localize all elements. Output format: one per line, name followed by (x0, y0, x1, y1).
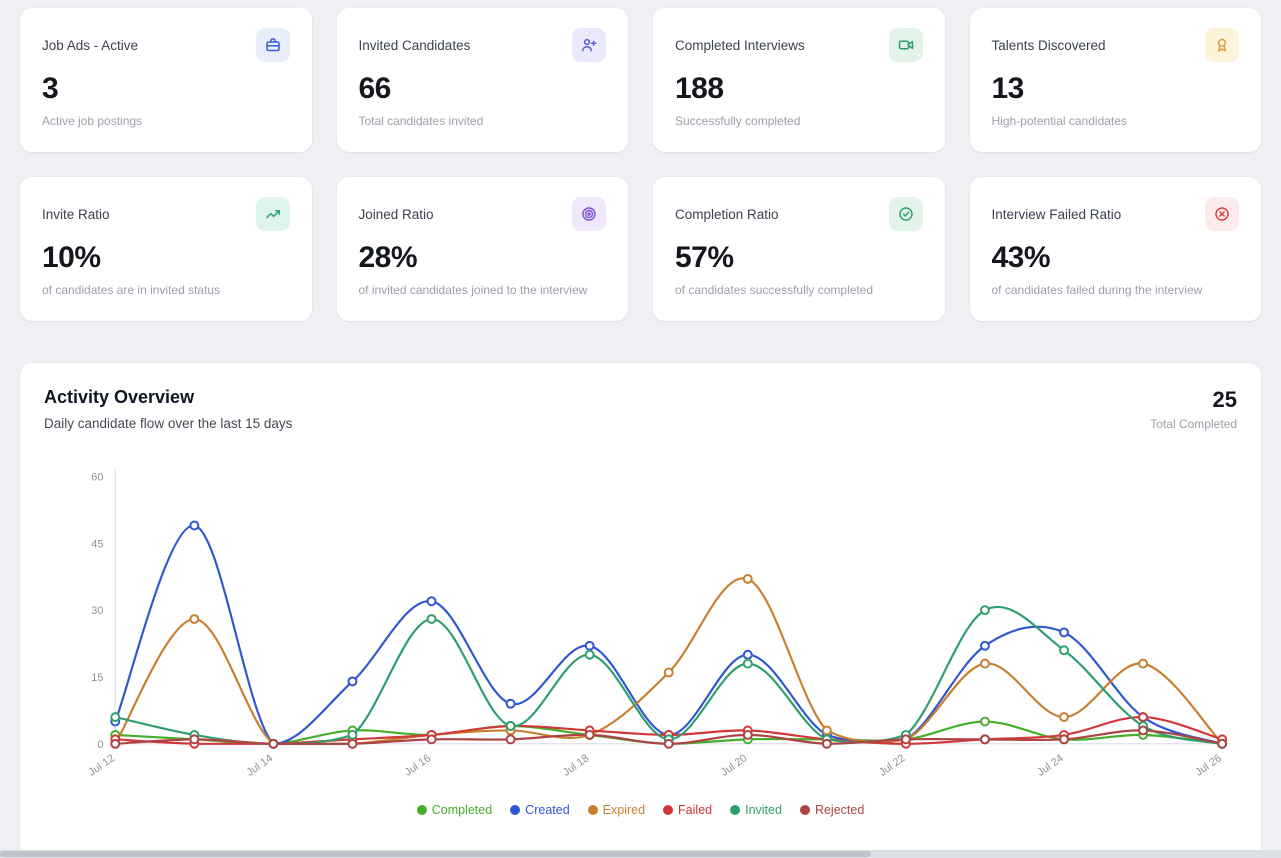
stat-value: 28% (358, 241, 418, 274)
svg-text:Jul 22: Jul 22 (877, 752, 908, 778)
legend-item-failed[interactable]: Failed (663, 803, 712, 817)
svg-text:Jul 20: Jul 20 (719, 752, 750, 778)
stat-subtitle: Total candidates invited (358, 114, 484, 128)
svg-text:15: 15 (91, 672, 103, 684)
activity-total-label: Total Completed (1150, 417, 1237, 431)
stat-title: Invited Candidates (358, 37, 471, 53)
stats-row-ratios: Invite Ratio 10% of candidates are in in… (20, 177, 1261, 321)
stat-value: 3 (42, 72, 59, 105)
svg-text:45: 45 (91, 538, 103, 550)
svg-text:60: 60 (91, 471, 103, 483)
target-icon (572, 197, 606, 231)
stat-card-completion-ratio: Completion Ratio 57% of candidates succe… (653, 177, 945, 321)
stat-title: Job Ads - Active (42, 37, 139, 53)
svg-text:Jul 26: Jul 26 (1193, 752, 1224, 778)
stat-value: 188 (675, 72, 724, 105)
svg-text:Jul 14: Jul 14 (244, 752, 275, 778)
legend-item-rejected[interactable]: Rejected (799, 803, 865, 817)
stat-value: 43% (991, 241, 1051, 274)
stat-card-interview-failed-ratio: Interview Failed Ratio 43% of candidates… (969, 177, 1261, 321)
activity-header-text: Activity Overview Daily candidate flow o… (44, 387, 292, 431)
stat-title: Interview Failed Ratio (991, 206, 1122, 222)
stat-subtitle: of candidates are in invited status (42, 283, 221, 297)
activity-overview-card: Activity Overview Daily candidate flow o… (20, 363, 1261, 858)
stat-subtitle: of candidates failed during the intervie… (991, 283, 1203, 297)
stat-subtitle: High-potential candidates (991, 114, 1127, 128)
stat-title: Talents Discovered (991, 37, 1106, 53)
stats-row-top: Job Ads - Active 3 Active job postings I… (20, 8, 1261, 152)
chart-legend: Completed Created Expired Failed Invited Reje… (44, 803, 1237, 817)
stat-subtitle: Active job postings (42, 114, 143, 128)
stat-card-job-ads: Job Ads - Active 3 Active job postings (20, 8, 312, 152)
legend-dot (730, 805, 741, 815)
stat-title: Completion Ratio (675, 206, 779, 222)
stat-card-invited-candidates: Invited Candidates 66 Total candidates i… (336, 8, 628, 152)
legend-label: Expired (602, 803, 646, 817)
stat-card-talents-discovered: Talents Discovered 13 High-potential can… (969, 8, 1261, 152)
award-icon (1205, 28, 1239, 62)
legend-label: Failed (678, 803, 713, 817)
legend-item-completed[interactable]: Completed (416, 803, 493, 817)
svg-text:0: 0 (97, 739, 103, 751)
stat-title: Invite Ratio (42, 206, 110, 222)
user-plus-icon (572, 28, 606, 62)
activity-subtitle: Daily candidate flow over the last 15 da… (44, 416, 293, 431)
legend-label: Invited (745, 803, 782, 817)
legend-dot (663, 805, 674, 815)
stat-title: Completed Interviews (675, 37, 805, 53)
svg-text:Jul 18: Jul 18 (561, 752, 592, 778)
stat-value: 13 (991, 72, 1025, 105)
svg-text:Jul 24: Jul 24 (1035, 752, 1066, 778)
line-chart-canvas: 0 15 30 45 60 Jul 12 Jul 14 Jul 16 Jul 18 Jul 20 J… (86, 468, 1231, 779)
briefcase-icon (255, 28, 290, 62)
video-camera-icon (888, 28, 923, 62)
legend-dot (799, 805, 810, 815)
svg-text:30: 30 (91, 605, 103, 617)
legend-item-invited[interactable]: Invited (730, 803, 782, 817)
activity-title: Activity Overview (44, 387, 195, 407)
stat-card-invite-ratio: Invite Ratio 10% of candidates are in in… (20, 177, 312, 321)
check-circle-icon (888, 197, 923, 231)
trending-up-icon (255, 197, 290, 231)
horizontal-scrollbar[interactable] (0, 850, 1281, 858)
stat-value: 57% (675, 241, 734, 274)
activity-total: 25 Total Completed (1150, 387, 1237, 431)
stat-subtitle: of candidates successfully completed (675, 283, 874, 297)
activity-line-chart: 0 15 30 45 60 Jul 12 Jul 14 Jul 16 Jul 18 Jul 20 J… (44, 457, 1237, 793)
stat-value: 66 (358, 72, 392, 105)
stat-card-completed-interviews: Completed Interviews 188 Successfully co… (653, 8, 945, 152)
legend-item-created[interactable]: Created (510, 803, 570, 817)
legend-dot (416, 805, 427, 815)
legend-dot (510, 805, 521, 815)
stat-title: Joined Ratio (358, 206, 434, 222)
stat-subtitle: Successfully completed (675, 114, 801, 128)
activity-total-value: 25 (1212, 387, 1237, 412)
legend-label: Created (525, 803, 570, 817)
stat-subtitle: of invited candidates joined to the inte… (358, 283, 588, 297)
stat-card-joined-ratio: Joined Ratio 28% of invited candidates j… (336, 177, 628, 321)
legend-item-expired[interactable]: Expired (587, 803, 646, 817)
legend-label: Completed (431, 803, 493, 817)
legend-label: Rejected (814, 803, 865, 817)
svg-text:Jul 16: Jul 16 (403, 752, 434, 778)
stat-value: 10% (42, 241, 101, 274)
svg-text:Jul 12: Jul 12 (86, 752, 117, 778)
horizontal-scrollbar-thumb[interactable] (0, 851, 872, 857)
x-circle-icon (1205, 197, 1239, 231)
legend-dot (587, 805, 598, 815)
